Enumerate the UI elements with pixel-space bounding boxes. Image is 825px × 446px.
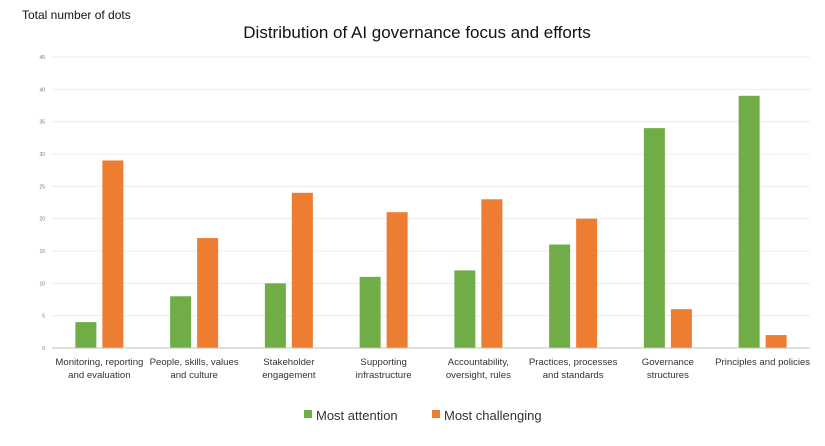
bar-most-attention (454, 270, 476, 348)
bar-most-challenging (102, 160, 124, 348)
category-label: Supporting infrastructure (356, 357, 412, 381)
y-tick-label: 15 (39, 249, 45, 255)
bar-most-attention (643, 128, 665, 348)
category-label: Principles and policies (715, 357, 810, 368)
bar-most-challenging (765, 335, 787, 348)
y-tick-label: 20 (39, 217, 45, 223)
legend: Most attention Most challenging (304, 408, 542, 423)
bar-most-attention (359, 276, 381, 348)
category-label: People, skills, values and culture (150, 357, 239, 381)
category-labels: Monitoring, reporting and evaluation Peopl… (55, 357, 810, 381)
bar-most-attention (75, 322, 97, 348)
chart-top-note: Total number of dots (22, 8, 131, 22)
y-tick-label: 45 (39, 55, 45, 61)
y-tick-label: 30 (39, 152, 45, 158)
category-label: Stakeholder engagement (262, 357, 316, 381)
bar-most-attention (264, 283, 286, 348)
y-tick-label: 10 (39, 281, 45, 287)
bar-most-attention (170, 296, 192, 348)
y-tick-label: 5 (42, 314, 45, 320)
bar-most-challenging (670, 309, 692, 348)
bar-most-challenging (576, 218, 598, 348)
bar-most-challenging (291, 192, 313, 348)
category-label: Practices, processes and standards (529, 357, 618, 381)
bar-most-challenging (481, 199, 503, 348)
bar-most-attention (738, 95, 760, 348)
gridlines (52, 56, 810, 317)
category-label: Governance structures (642, 357, 694, 381)
bar-most-attention (549, 244, 571, 348)
y-axis-ticks: 0 5 10 15 20 25 30 35 40 45 (39, 55, 45, 352)
y-tick-label: 35 (39, 120, 45, 126)
y-tick-label: 40 (39, 87, 45, 93)
category-label: Monitoring, reporting and evaluation (55, 357, 143, 381)
y-tick-label: 0 (42, 346, 45, 352)
legend-swatch-most-attention (304, 410, 312, 418)
bar-most-challenging (386, 212, 408, 348)
bars (75, 95, 787, 348)
category-label: Accountability, oversight, rules (446, 357, 511, 381)
chart-title: Distribution of AI governance focus and … (243, 23, 590, 42)
y-tick-label: 25 (39, 184, 45, 190)
legend-label-most-challenging: Most challenging (444, 408, 542, 423)
legend-label-most-attention: Most attention (316, 408, 398, 423)
bar-most-challenging (197, 238, 219, 348)
legend-swatch-most-challenging (432, 410, 440, 418)
